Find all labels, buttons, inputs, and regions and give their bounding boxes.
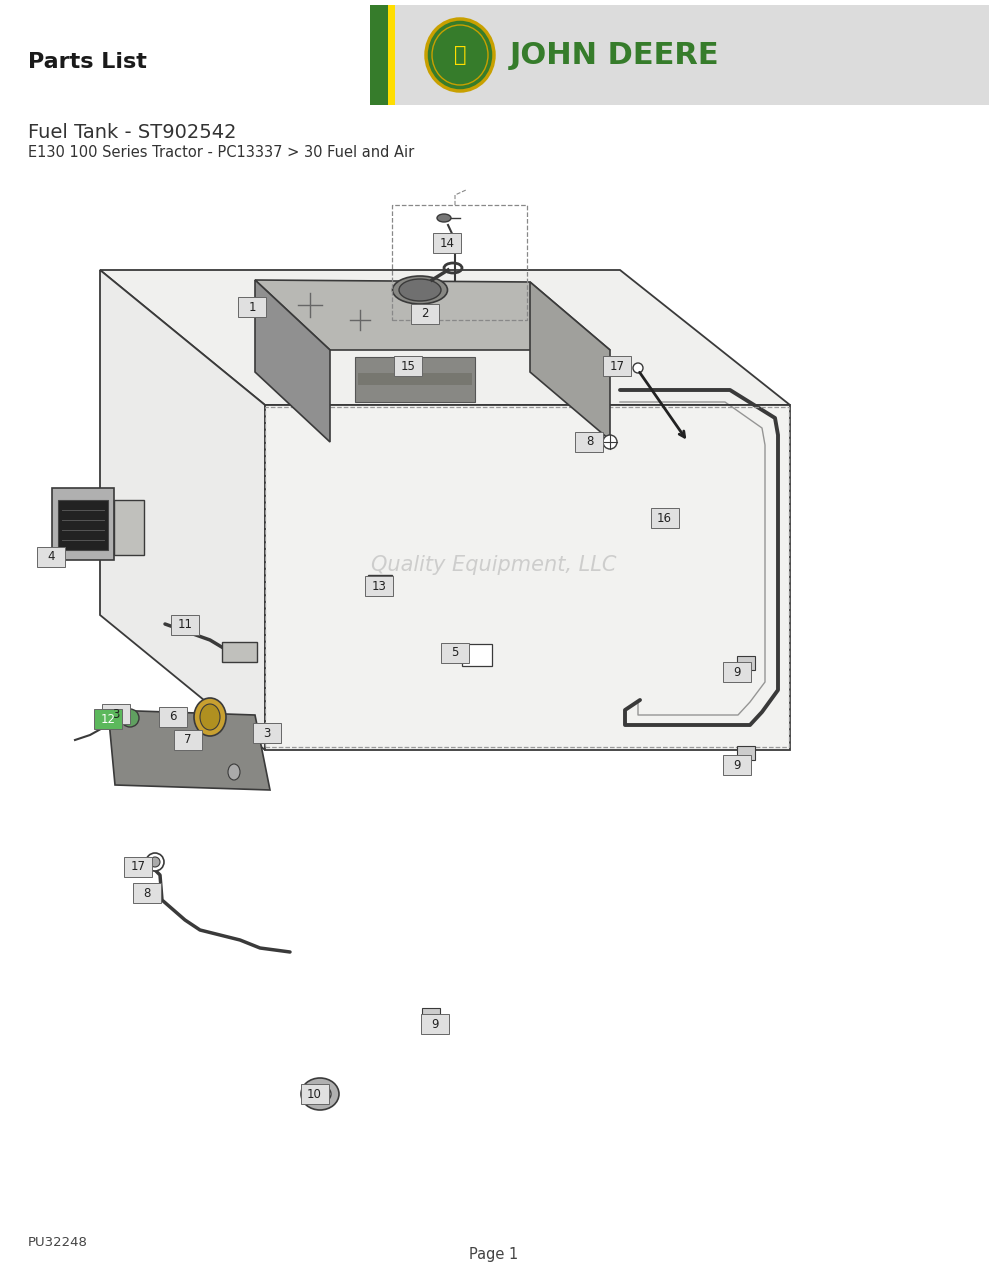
Ellipse shape bbox=[121, 709, 139, 727]
Ellipse shape bbox=[633, 364, 643, 372]
FancyBboxPatch shape bbox=[38, 547, 65, 567]
Bar bbox=[52, 488, 114, 561]
FancyBboxPatch shape bbox=[171, 614, 199, 635]
Text: 9: 9 bbox=[431, 1018, 439, 1030]
Polygon shape bbox=[108, 710, 270, 790]
FancyBboxPatch shape bbox=[174, 730, 202, 750]
Bar bbox=[388, 5, 395, 105]
Bar bbox=[422, 1009, 440, 1021]
FancyBboxPatch shape bbox=[723, 755, 751, 776]
Ellipse shape bbox=[194, 698, 226, 736]
FancyBboxPatch shape bbox=[603, 356, 631, 376]
Ellipse shape bbox=[309, 1085, 331, 1103]
Ellipse shape bbox=[399, 279, 441, 301]
Polygon shape bbox=[255, 280, 330, 442]
FancyBboxPatch shape bbox=[723, 662, 751, 682]
Ellipse shape bbox=[150, 858, 160, 867]
Bar bbox=[0, 0, 989, 110]
Polygon shape bbox=[255, 280, 610, 349]
Text: 16: 16 bbox=[657, 512, 673, 525]
FancyBboxPatch shape bbox=[102, 704, 130, 724]
FancyBboxPatch shape bbox=[365, 576, 393, 596]
FancyBboxPatch shape bbox=[134, 883, 161, 904]
FancyBboxPatch shape bbox=[253, 723, 281, 744]
Text: 13: 13 bbox=[371, 580, 387, 593]
Ellipse shape bbox=[228, 764, 240, 780]
Text: 5: 5 bbox=[451, 646, 459, 659]
Ellipse shape bbox=[393, 276, 447, 305]
FancyBboxPatch shape bbox=[125, 856, 152, 877]
Bar bbox=[355, 357, 475, 402]
Text: 6: 6 bbox=[169, 710, 177, 723]
Bar bbox=[462, 644, 492, 666]
Text: 3: 3 bbox=[112, 708, 120, 721]
FancyBboxPatch shape bbox=[301, 1084, 328, 1105]
Ellipse shape bbox=[437, 214, 451, 221]
Bar bbox=[114, 500, 144, 556]
FancyBboxPatch shape bbox=[94, 709, 122, 730]
FancyBboxPatch shape bbox=[433, 233, 461, 253]
Text: 3: 3 bbox=[263, 727, 271, 740]
Text: JOHN DEERE: JOHN DEERE bbox=[510, 41, 720, 69]
Text: E130 100 Series Tractor - PC13337 > 30 Fuel and Air: E130 100 Series Tractor - PC13337 > 30 F… bbox=[28, 145, 414, 160]
FancyBboxPatch shape bbox=[651, 508, 678, 529]
Text: 10: 10 bbox=[307, 1088, 322, 1101]
Text: 🦌: 🦌 bbox=[454, 45, 466, 65]
Bar bbox=[392, 205, 527, 320]
Text: 12: 12 bbox=[100, 713, 116, 726]
Text: 8: 8 bbox=[585, 435, 593, 448]
Text: 9: 9 bbox=[733, 666, 741, 678]
FancyBboxPatch shape bbox=[411, 303, 439, 324]
Text: 17: 17 bbox=[609, 360, 625, 372]
Text: Quality Equipment, LLC: Quality Equipment, LLC bbox=[371, 556, 617, 575]
Text: PU32248: PU32248 bbox=[28, 1235, 88, 1248]
Text: Page 1: Page 1 bbox=[470, 1248, 518, 1262]
FancyBboxPatch shape bbox=[421, 1014, 449, 1034]
Text: 7: 7 bbox=[184, 733, 192, 746]
Ellipse shape bbox=[146, 890, 158, 901]
Text: 15: 15 bbox=[401, 360, 416, 372]
Bar bbox=[222, 643, 257, 662]
Bar bbox=[370, 5, 388, 105]
Polygon shape bbox=[265, 404, 790, 750]
Polygon shape bbox=[100, 270, 265, 750]
Ellipse shape bbox=[426, 19, 494, 91]
Bar bbox=[737, 657, 755, 669]
Bar bbox=[358, 372, 472, 385]
Text: 9: 9 bbox=[733, 759, 741, 772]
FancyBboxPatch shape bbox=[441, 643, 469, 663]
Text: 8: 8 bbox=[143, 887, 151, 900]
Text: 1: 1 bbox=[248, 301, 256, 314]
Text: 14: 14 bbox=[439, 237, 455, 250]
Bar bbox=[265, 407, 789, 748]
FancyBboxPatch shape bbox=[576, 431, 603, 452]
Text: 2: 2 bbox=[421, 307, 429, 320]
Text: 17: 17 bbox=[131, 860, 146, 873]
Text: 4: 4 bbox=[47, 550, 55, 563]
Ellipse shape bbox=[200, 704, 220, 730]
Polygon shape bbox=[530, 282, 610, 440]
Bar bbox=[370, 5, 989, 105]
Bar bbox=[58, 500, 108, 550]
Text: Parts List: Parts List bbox=[28, 52, 147, 72]
Ellipse shape bbox=[603, 435, 617, 449]
Bar bbox=[737, 746, 755, 760]
Text: 11: 11 bbox=[177, 618, 193, 631]
Text: Fuel Tank - ST902542: Fuel Tank - ST902542 bbox=[28, 123, 236, 142]
FancyBboxPatch shape bbox=[395, 356, 422, 376]
FancyBboxPatch shape bbox=[159, 707, 187, 727]
Ellipse shape bbox=[146, 852, 164, 870]
Ellipse shape bbox=[301, 1078, 339, 1110]
Bar bbox=[368, 575, 392, 595]
FancyBboxPatch shape bbox=[238, 297, 266, 317]
Polygon shape bbox=[100, 270, 790, 404]
